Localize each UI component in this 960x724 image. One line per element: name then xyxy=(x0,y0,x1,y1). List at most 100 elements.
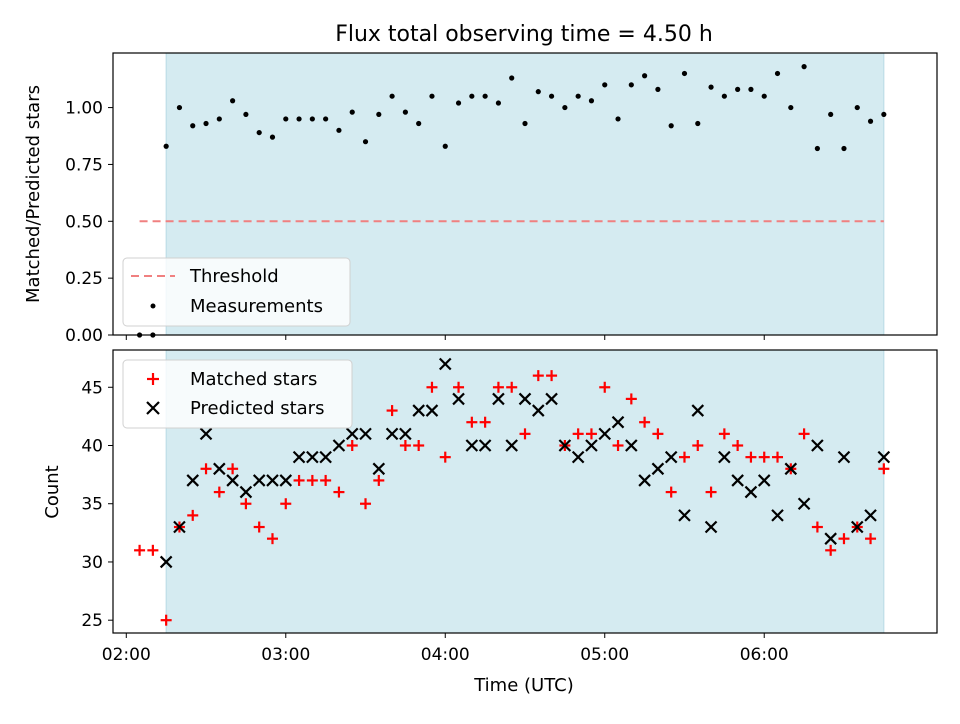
measurement-point xyxy=(801,64,807,70)
matched-star-marker xyxy=(439,451,451,463)
bottom-y-tick-label: 30 xyxy=(81,553,103,573)
measurement-point xyxy=(442,143,448,149)
top-panel: 0.00 0.25 0.50 0.75 1.00 Matched/Predicted s… xyxy=(23,52,938,346)
matched-star-marker xyxy=(360,498,372,510)
measurement-point xyxy=(655,86,661,92)
matched-star-marker xyxy=(453,381,465,393)
predicted-star-marker xyxy=(811,439,824,452)
x-tick-label: 06:00 xyxy=(740,645,789,665)
predicted-star-marker xyxy=(252,474,266,487)
matched-star-marker xyxy=(426,381,438,393)
x-tick-label: 05:00 xyxy=(580,645,629,665)
top-legend-box xyxy=(122,257,351,327)
predicted-star-marker xyxy=(731,474,744,487)
top-axes-frame xyxy=(112,52,938,336)
matched-star-marker xyxy=(266,533,278,545)
measurement-point xyxy=(548,93,555,99)
measurement-point xyxy=(509,75,515,81)
measurement-point xyxy=(668,123,674,129)
measurement-point xyxy=(735,86,741,92)
measurement-point xyxy=(323,116,329,122)
matched-star-marker xyxy=(718,428,730,440)
bottom-y-tick-label: 25 xyxy=(81,611,103,631)
measurement-point xyxy=(362,139,369,145)
matched-star-marker xyxy=(745,451,757,463)
legend-predicted-swatch xyxy=(146,401,160,415)
predicted-star-marker xyxy=(279,474,293,487)
matched-star-marker xyxy=(878,463,890,475)
predicted-star-marker xyxy=(558,439,572,452)
predicted-star-marker xyxy=(664,450,678,464)
measurement-point xyxy=(283,116,289,122)
matched-star-marker xyxy=(625,393,637,405)
measurement-point xyxy=(349,109,355,115)
predicted-star-marker xyxy=(797,497,811,511)
predicted-star-marker xyxy=(319,450,332,464)
measurement-point xyxy=(482,93,488,99)
matched-stars-markers xyxy=(134,370,890,626)
matched-star-marker xyxy=(479,416,491,428)
top-axis-ticks: 0.00 0.25 0.50 0.75 1.00 xyxy=(65,99,765,346)
bottom-legend: Matched stars Predicted stars xyxy=(122,359,353,429)
top-y-tick-label: 0.25 xyxy=(65,269,103,289)
predicted-star-marker xyxy=(532,404,545,417)
matched-star-marker xyxy=(506,381,518,393)
matched-star-marker xyxy=(599,381,611,393)
matched-star-marker xyxy=(280,498,292,510)
predicted-star-marker xyxy=(239,485,253,499)
matched-star-marker xyxy=(399,439,411,451)
legend-measurements-swatch xyxy=(150,303,156,309)
measurement-point xyxy=(721,93,727,99)
bottom-y-tick-label: 35 xyxy=(81,495,103,515)
predicted-star-marker xyxy=(306,450,319,464)
legend-threshold-label: Threshold xyxy=(189,266,279,287)
predicted-star-marker xyxy=(425,404,439,417)
top-y-tick-label: 0.00 xyxy=(65,326,103,346)
predicted-star-marker xyxy=(824,532,837,545)
measurement-point xyxy=(761,93,767,99)
matched-star-marker xyxy=(639,416,651,428)
predicted-star-marker xyxy=(266,474,279,487)
predicted-star-marker xyxy=(399,427,412,441)
measurement-point xyxy=(615,116,621,122)
matched-star-marker xyxy=(134,544,146,556)
measurement-point xyxy=(854,104,860,111)
measurement-point xyxy=(562,104,568,111)
measurement-point xyxy=(296,116,302,122)
predicted-star-marker xyxy=(213,462,226,476)
predicted-star-marker xyxy=(452,392,465,406)
predicted-star-marker xyxy=(744,485,758,499)
measurement-point xyxy=(522,120,528,127)
matched-star-marker xyxy=(612,439,624,451)
matched-star-marker xyxy=(678,451,690,463)
measurement-point xyxy=(628,82,634,88)
measurement-point xyxy=(681,70,688,77)
measurement-point xyxy=(814,145,820,152)
predicted-star-marker xyxy=(571,450,585,464)
measurement-point xyxy=(243,111,249,118)
measurement-point xyxy=(695,120,701,127)
predicted-star-marker xyxy=(226,474,239,487)
predicted-star-marker xyxy=(771,509,784,522)
measurement-point xyxy=(416,120,422,127)
predicted-star-marker xyxy=(438,357,452,371)
bottom-axis-ticks: 25 30 35 40 45 02:00 03:00 04:00 05:00 06:00 xyxy=(81,378,788,665)
matched-star-marker xyxy=(373,474,385,486)
predicted-star-marker xyxy=(837,450,851,464)
measurement-point xyxy=(642,73,648,79)
measurement-point xyxy=(256,129,262,136)
predicted-star-marker xyxy=(757,474,771,487)
bottom-panel: 25 30 35 40 45 02:00 03:00 04:00 05:00 06:00 Coun… xyxy=(42,349,938,696)
matched-star-marker xyxy=(865,533,877,545)
matched-star-marker xyxy=(306,474,318,486)
chart-title: Flux total observing time = 4.50 h xyxy=(335,22,713,47)
bottom-legend-box xyxy=(122,359,353,429)
measurement-point xyxy=(774,70,781,77)
predicted-star-marker xyxy=(173,520,186,534)
matched-star-marker xyxy=(811,521,823,533)
predicted-star-marker xyxy=(585,439,598,452)
top-y-tick-label: 0.50 xyxy=(65,212,103,232)
measurement-point xyxy=(389,93,395,99)
measurement-point xyxy=(269,134,276,140)
